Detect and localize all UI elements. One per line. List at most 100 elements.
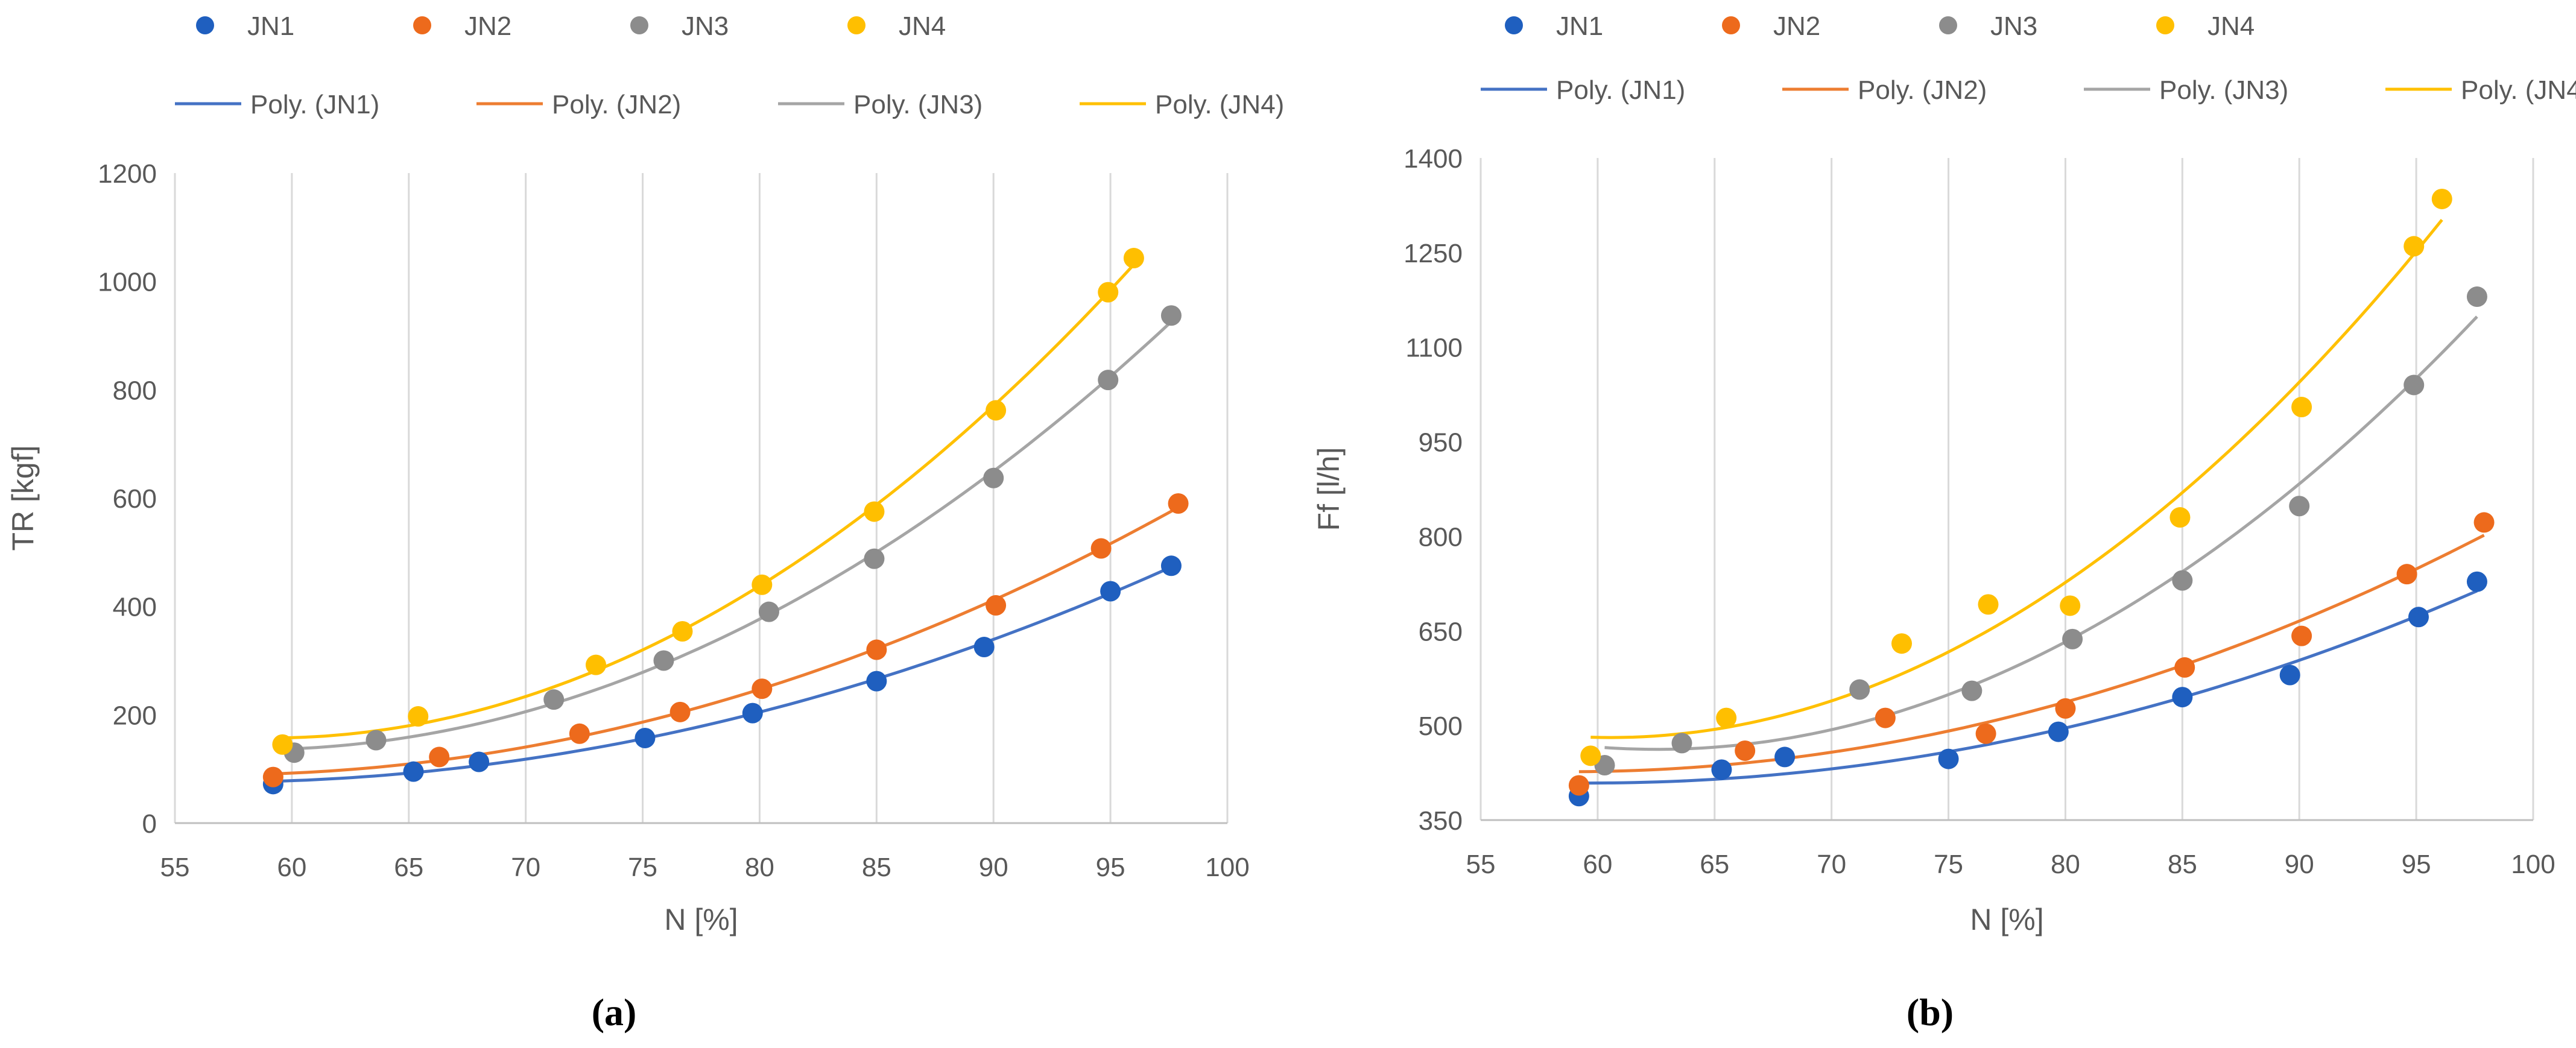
legend-item-poly-jn2: Poly. (JN2)	[1782, 75, 1987, 105]
legend-label-jn1: JN1	[247, 11, 294, 41]
point-jn1	[2172, 687, 2193, 708]
point-jn3	[864, 548, 885, 569]
point-jn4	[586, 654, 606, 675]
legend-marker-jn1	[1505, 16, 1523, 34]
legend-item-jn3: JN3	[630, 11, 729, 41]
point-jn4	[986, 400, 1007, 421]
y-tick-labels: 0 200 400 600 800 1000 1200	[98, 159, 157, 839]
x-axis-title: N [%]	[664, 903, 738, 936]
point-jn2	[429, 747, 450, 768]
panel-caption: (b)	[1907, 991, 1954, 1034]
point-jn3	[1961, 680, 1983, 701]
chart-panel-a: 55 60 65 70 75 80 85 90 95 100 0 200 400 600 800 1000 1…	[6, 11, 1284, 1034]
point-jn1	[742, 702, 763, 724]
x-axis-title: N [%]	[1970, 903, 2043, 936]
x-tick-label: 65	[1700, 850, 1729, 879]
point-jn1	[1938, 748, 1959, 769]
legend-item-poly-jn2: Poly. (JN2)	[476, 90, 681, 119]
point-jn4	[752, 574, 773, 595]
x-tick-label: 60	[1583, 850, 1612, 879]
point-jn3	[2466, 286, 2487, 308]
legend-label-jn2: JN2	[464, 11, 511, 41]
point-jn2	[2174, 657, 2195, 678]
data-points	[262, 248, 1189, 795]
x-tick-label: 85	[2168, 850, 2197, 879]
legend-item-jn1: JN1	[196, 11, 294, 41]
point-jn4	[272, 734, 293, 755]
point-jn3	[2062, 628, 2083, 649]
point-jn1	[2279, 664, 2300, 686]
x-tick-labels: 55 60 65 70 75 80 85 90 95 100	[1466, 850, 2555, 879]
point-jn3	[1160, 305, 1182, 326]
x-tick-label: 60	[277, 853, 306, 882]
legend-item-poly-jn1: Poly. (JN1)	[175, 90, 379, 119]
trendline-jn1	[1578, 589, 2478, 785]
point-jn4	[408, 706, 429, 727]
legend-marker-jn3	[630, 16, 648, 34]
legend-item-jn4: JN4	[2156, 11, 2255, 41]
point-jn4	[2060, 595, 2081, 616]
legend-label-poly-jn3: Poly. (JN3)	[853, 90, 983, 119]
point-jn1	[1100, 581, 1121, 602]
y-axis-title: TR [kgf]	[6, 445, 40, 551]
point-jn2	[2396, 564, 2417, 585]
x-tick-label: 70	[511, 853, 540, 882]
point-jn1	[2466, 571, 2487, 592]
x-tick-label: 90	[979, 853, 1008, 882]
point-jn3	[543, 689, 565, 710]
y-tick-label: 200	[113, 701, 157, 730]
point-jn4	[1123, 248, 1144, 269]
point-jn4	[672, 620, 693, 642]
point-jn1	[1711, 759, 1732, 780]
point-jn1	[1160, 555, 1182, 576]
point-jn2	[1568, 775, 1589, 796]
x-tick-label: 55	[160, 853, 190, 882]
y-tick-label: 1100	[1405, 333, 1463, 363]
legend-marker-jn4	[2156, 16, 2174, 34]
y-tick-labels: 350 500 650 800 950 1100 1250 1400	[1404, 144, 1463, 836]
point-jn2	[752, 678, 773, 699]
legend-label-poly-jn1: Poly. (JN1)	[250, 90, 379, 119]
point-jn3	[1098, 370, 1119, 391]
legend-label-poly-jn4: Poly. (JN4)	[1155, 90, 1284, 119]
x-tick-labels: 55 60 65 70 75 80 85 90 95 100	[160, 853, 1250, 882]
legend-item-jn2: JN2	[1722, 11, 1820, 41]
point-jn2	[2473, 512, 2495, 533]
point-jn2	[866, 639, 887, 660]
legend-marker-jn2	[1722, 16, 1740, 34]
trendline-jn3	[294, 320, 1172, 751]
y-tick-label: 350	[1419, 806, 1463, 836]
legend-marker-jn2	[413, 16, 431, 34]
x-tick-label: 75	[1934, 850, 1963, 879]
x-tick-label: 70	[1817, 850, 1846, 879]
legend-label-poly-jn2: Poly. (JN2)	[552, 90, 681, 119]
point-jn3	[366, 730, 387, 751]
data-points	[1568, 188, 2495, 807]
x-tick-label: 65	[394, 853, 423, 882]
point-jn2	[569, 723, 590, 744]
legend: JN1 JN2 JN3 JN4 Poly. (JN1) Poly. (JN2)	[1481, 11, 2576, 105]
point-jn2	[1168, 493, 1189, 514]
legend-item-jn1: JN1	[1505, 11, 1603, 41]
point-jn3	[2289, 496, 2310, 517]
y-tick-label: 0	[142, 809, 157, 839]
point-jn3	[1849, 679, 1870, 700]
x-tick-label: 100	[1205, 853, 1249, 882]
x-tick-label: 90	[2285, 850, 2314, 879]
y-tick-label: 800	[113, 376, 157, 405]
trendline-jn2	[273, 506, 1179, 775]
panel-caption: (a)	[592, 991, 637, 1034]
point-jn3	[2172, 570, 2193, 591]
y-tick-label: 600	[113, 484, 157, 514]
y-tick-label: 650	[1419, 617, 1463, 646]
point-jn4	[1716, 707, 1737, 728]
y-tick-label: 1000	[98, 268, 157, 297]
point-jn3	[653, 650, 674, 671]
point-jn3	[1671, 733, 1692, 754]
x-tick-label: 95	[2402, 850, 2431, 879]
legend-label-poly-jn4: Poly. (JN4)	[2461, 75, 2576, 105]
point-jn1	[469, 751, 490, 772]
x-tick-label: 80	[2051, 850, 2080, 879]
point-jn4	[2291, 397, 2312, 418]
legend-item-jn2: JN2	[413, 11, 511, 41]
